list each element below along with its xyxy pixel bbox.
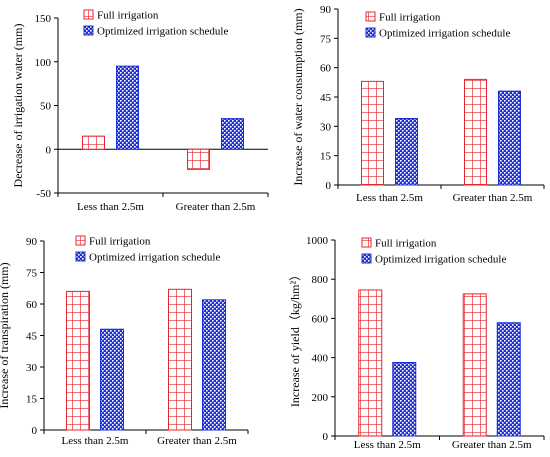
y-axis-label: Increase of transpiration (mm)	[0, 262, 11, 408]
bar-optimized-1	[392, 362, 417, 437]
bar-optimized-2	[202, 299, 226, 431]
y-tick-label: 150	[35, 13, 52, 25]
legend-swatch-optimized	[361, 253, 372, 264]
y-tick-label: 90	[26, 236, 38, 248]
legend-swatch-full-irrigation	[365, 11, 376, 22]
legend-swatch-optimized	[75, 251, 86, 262]
y-tick-label: 30	[26, 362, 38, 374]
y-tick-label: 0	[46, 144, 52, 156]
legend-swatch-full-irrigation	[361, 237, 372, 248]
y-tick-label: 800	[312, 274, 329, 286]
bar-optimized-2	[496, 322, 521, 437]
bar-full-irrigation-1	[66, 290, 90, 431]
y-tick-label: 60	[26, 299, 38, 311]
y-tick-label: 0	[32, 425, 38, 437]
y-tick-label: 200	[312, 392, 329, 404]
x-tick-label: Less than 2.5m	[62, 435, 129, 447]
y-tick-label: -50	[36, 188, 51, 200]
y-tick-label: 100	[35, 57, 52, 69]
bar-optimized-1	[116, 65, 139, 150]
y-tick-label: 75	[320, 33, 332, 45]
legend-label-optimized: Optimized irrigation schedule	[89, 252, 220, 264]
bar-full-irrigation-1	[358, 289, 383, 437]
x-tick-label: Less than 2.5m	[354, 439, 421, 451]
x-tick-label: Greater than 2.5m	[176, 201, 256, 213]
y-axis-label: Increase of yield（kg/hm²）	[288, 269, 302, 407]
legend-swatch-optimized	[365, 27, 376, 38]
y-tick-label: 60	[320, 63, 332, 75]
x-tick-label: Less than 2.5m	[356, 192, 423, 204]
y-axis-label: Decrease of irrigation water (mm)	[11, 24, 25, 188]
bar-full-irrigation-2	[462, 293, 487, 437]
y-tick-label: 400	[312, 353, 329, 365]
bar-optimized-1	[100, 328, 124, 431]
y-tick-label: 600	[312, 313, 329, 325]
bar-optimized-1	[395, 118, 418, 186]
chart-panel-2: 0 15 30 45 60 75 90 Less than 2.5m Greater than …	[291, 4, 545, 204]
legend-swatch-full-irrigation	[75, 235, 86, 246]
x-tick-label: Greater than 2.5m	[157, 435, 237, 447]
legend-swatch-full-irrigation	[83, 9, 94, 20]
y-tick-label: 50	[40, 101, 52, 113]
x-tick-label: Greater than 2.5m	[453, 192, 533, 204]
chart-panel-4: 0 200 400 600 800 1000 Less than 2.5m Greater t…	[288, 235, 545, 451]
y-axis-label: Increase of water consumption (mm)	[291, 8, 305, 185]
chart-panel-1: -50 0 50 100 150 Less than 2.5m Greater than 2…	[11, 9, 269, 213]
legend-label-optimized: Optimized irrigation schedule	[375, 254, 506, 266]
legend-label-full-irrigation: Full irrigation	[89, 236, 151, 248]
legend-label-full-irrigation: Full irrigation	[375, 238, 437, 250]
x-tick-label: Less than 2.5m	[77, 201, 144, 213]
bar-full-irrigation-1	[361, 80, 384, 186]
bar-full-irrigation-2	[168, 288, 192, 431]
y-tick-label: 0	[326, 180, 332, 192]
y-tick-label: 15	[320, 151, 332, 163]
y-tick-label: 30	[320, 121, 332, 133]
bar-full-irrigation-1	[82, 135, 105, 150]
legend-label-full-irrigation: Full irrigation	[379, 12, 441, 24]
y-tick-label: 45	[26, 331, 38, 343]
y-tick-label: 90	[320, 4, 332, 16]
y-tick-label: 1000	[306, 235, 329, 247]
bar-optimized-2	[498, 90, 521, 186]
legend-label-full-irrigation: Full irrigation	[97, 10, 159, 22]
chart-panel-3: 0 15 30 45 60 75 90 Less than 2.5m Greater than …	[0, 235, 249, 447]
y-tick-label: 45	[320, 92, 332, 104]
y-tick-label: 75	[26, 268, 38, 280]
bar-optimized-2	[221, 118, 244, 150]
bar-full-irrigation-2	[464, 78, 487, 186]
legend-label-optimized: Optimized irrigation schedule	[379, 28, 510, 40]
bar-full-irrigation-2	[187, 148, 210, 170]
legend-swatch-optimized	[83, 25, 94, 36]
y-tick-label: 15	[26, 394, 38, 406]
x-tick-label: Greater than 2.5m	[452, 439, 532, 451]
legend-label-optimized: Optimized irrigation schedule	[97, 26, 228, 38]
y-tick-label: 0	[323, 431, 329, 443]
